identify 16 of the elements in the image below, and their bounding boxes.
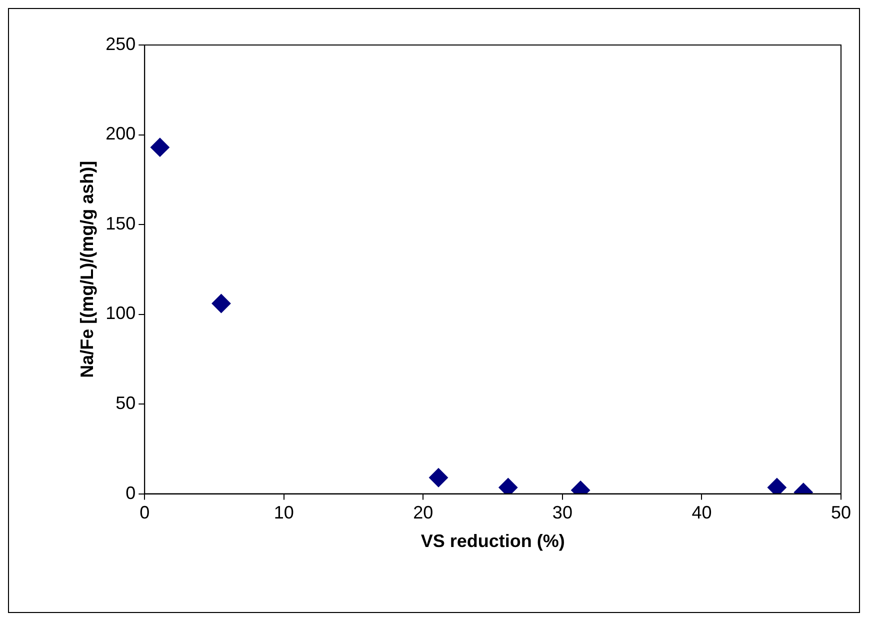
x-tick-label: 0: [140, 502, 150, 523]
y-tick-label: 100: [106, 303, 136, 324]
point: [212, 294, 231, 314]
y-tick-label: 200: [106, 124, 136, 144]
point: [150, 138, 170, 157]
x-tick-label: 40: [692, 502, 712, 523]
y-tick-label: 50: [116, 393, 136, 414]
x-tick-label: 20: [413, 502, 434, 523]
y-tick-label: 250: [106, 34, 136, 54]
y-tick-label: 0: [126, 482, 136, 503]
x-tick-label: 30: [552, 502, 572, 523]
x-axis-title: VS reduction (%): [420, 531, 565, 552]
y-axis-title: Na/Fe [(mg/L)/(mg/g ash)]: [76, 160, 97, 378]
y-tick-label: 150: [106, 213, 136, 234]
x-tick-label: 50: [830, 502, 852, 523]
x-tick-label: 10: [274, 502, 294, 523]
